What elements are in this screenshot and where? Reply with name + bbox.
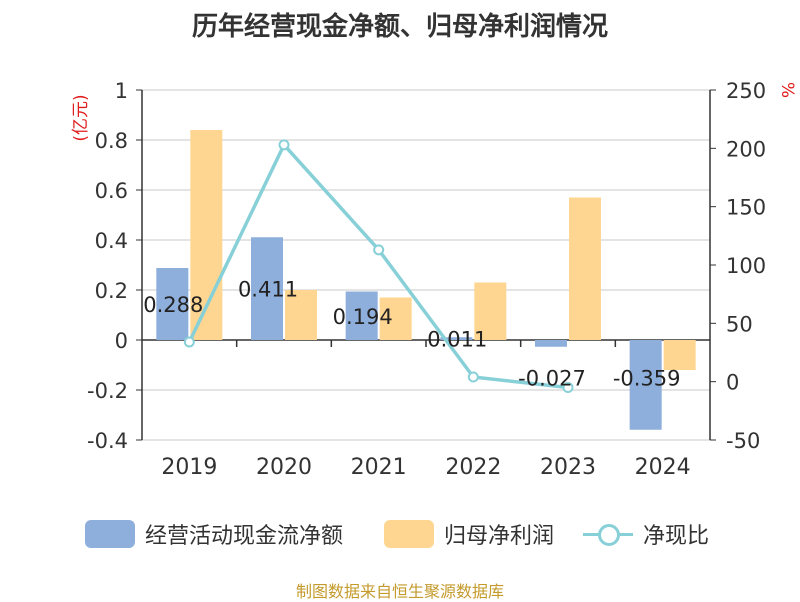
ratio-point [278, 139, 290, 151]
left-axis-unit: (亿元) [71, 94, 91, 141]
legend-item-ratio[interactable]: 净现比 [583, 518, 709, 550]
data-labels: 0.288 0.411 0.194 0.011 -0.027 -0.359 [143, 278, 680, 391]
ratio-point [467, 371, 479, 383]
legend-item-net-profit[interactable]: 归母净利润 [384, 518, 554, 550]
ratio-point [183, 336, 195, 348]
bar-operating-cash [345, 291, 378, 340]
data-label-operating-cash: -0.359 [613, 367, 681, 391]
right-axis-unit: % [777, 82, 797, 98]
left-tick-label: 0.2 [95, 279, 128, 303]
bar-operating-cash [535, 340, 567, 347]
right-tick-label: 250 [726, 79, 766, 103]
left-tick-label: -0.4 [87, 429, 128, 453]
left-tick-label: 0 [115, 329, 128, 353]
right-tick-label: 0 [726, 371, 739, 395]
ratio-line [183, 139, 574, 393]
chart-title: 历年经营现金净额、归母净利润情况 [191, 12, 608, 42]
legend-swatch-ratio [583, 520, 633, 548]
left-tick-label: -0.2 [87, 379, 128, 403]
source-note: 制图数据来自恒生聚源数据库 [295, 582, 504, 601]
legend-swatch-net-profit [384, 520, 434, 548]
bar-net-profit [379, 297, 412, 340]
bar-net-profit [474, 282, 507, 340]
legend-label-net-profit: 归母净利润 [444, 524, 555, 549]
data-label-operating-cash: 0.011 [427, 328, 487, 352]
category-label: 2019 [161, 455, 217, 480]
bar-operating-cash [156, 268, 189, 340]
left-tick-label: 0.4 [95, 229, 128, 253]
data-label-operating-cash: 0.194 [333, 305, 393, 329]
bar-net-profit [285, 290, 317, 340]
right-tick-label: -50 [726, 429, 760, 453]
right-tick-label: 150 [726, 196, 766, 220]
bar-operating-cash [629, 340, 662, 430]
legend-swatch-operating-cash [85, 520, 135, 548]
bar-net-profit [663, 340, 696, 370]
bar-operating-cash [440, 337, 473, 340]
right-tick-label: 50 [726, 312, 753, 336]
legend-label-operating-cash: 经营活动现金流净额 [145, 524, 344, 549]
ratio-line-path [187, 143, 569, 390]
ratio-point [562, 382, 574, 393]
left-tick-label: 0.6 [95, 179, 128, 203]
bar-operating-cash [251, 237, 283, 340]
data-label-operating-cash: 0.411 [238, 278, 298, 302]
legend-label-ratio: 净现比 [643, 524, 710, 549]
bar-net-profit [569, 197, 601, 340]
axes: -0.4 -0.2 0 0.2 0.4 0.6 0.8 1 -50 0 50 100 150 200 250… [87, 79, 766, 480]
legend-item-operating-cash[interactable]: 经营活动现金流净额 [85, 518, 343, 550]
left-tick-label: 1 [115, 79, 128, 103]
category-label: 2021 [351, 455, 407, 480]
category-label: 2023 [540, 455, 596, 480]
right-tick-label: 200 [726, 137, 766, 161]
right-tick-label: 100 [726, 254, 766, 278]
category-label: 2024 [635, 455, 691, 480]
data-label-operating-cash: -0.027 [518, 367, 586, 391]
legend: 经营活动现金流净额 归母净利润 净现比 [0, 518, 800, 554]
left-tick-label: 0.8 [95, 129, 128, 153]
category-label: 2022 [445, 455, 501, 480]
data-label-operating-cash: 0.288 [143, 293, 203, 317]
category-label: 2020 [256, 455, 312, 480]
ratio-point [373, 244, 385, 256]
